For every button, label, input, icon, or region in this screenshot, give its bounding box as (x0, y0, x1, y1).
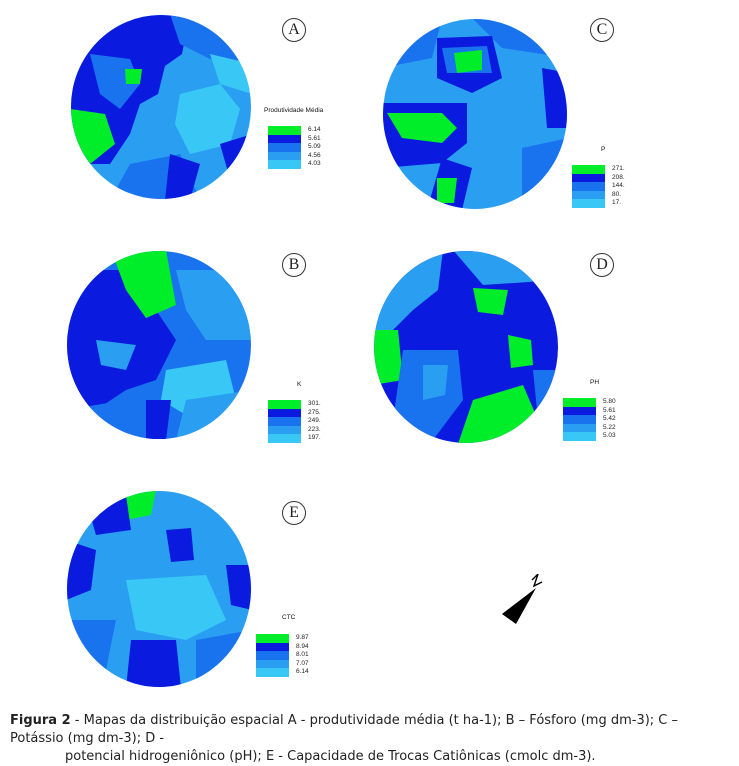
legend-value: 5.61 (308, 134, 321, 142)
legend-value: 6.14 (296, 668, 309, 676)
panel-label-c: C (590, 18, 614, 42)
panel-label-b: B (282, 253, 306, 277)
legend-swatch (563, 398, 596, 407)
map-c (383, 19, 567, 209)
legend-value: 80. (612, 190, 622, 198)
legend-value: 5.03 (603, 432, 616, 440)
legend-value: 144. (612, 182, 625, 190)
legend-swatch (256, 659, 289, 669)
legend-value: 6.14 (308, 126, 321, 133)
legend-title-c: P (601, 146, 606, 153)
legend-swatch (256, 642, 289, 652)
legend-value: 5.22 (603, 423, 616, 431)
caption-line-1: - Mapas da distribuição espacial A - pro… (10, 713, 679, 746)
legend-swatch (268, 417, 301, 426)
map-e (67, 491, 251, 687)
legend-swatch (572, 199, 605, 208)
legend-value: 301. (308, 400, 321, 407)
legend-swatch (572, 165, 605, 174)
legend-value: 9.87 (296, 634, 309, 641)
map-a (71, 15, 251, 199)
legend-value: 4.56 (308, 151, 321, 159)
legend-swatch (256, 668, 289, 677)
legend-swatch (268, 434, 301, 443)
legend-value: 271. (612, 165, 625, 172)
legend-value: 5.61 (603, 406, 616, 414)
panel-label-e: E (282, 501, 306, 525)
legend-swatch (572, 182, 605, 191)
legend-title-e: CTC (282, 614, 296, 621)
legend-title-d: PH (590, 379, 600, 386)
legend-swatch (563, 432, 596, 441)
legend-swatch (268, 400, 301, 409)
legend-value: 223. (308, 425, 321, 433)
legend-title-b: K (297, 381, 302, 388)
legend-swatch (572, 173, 605, 183)
legend-swatch (256, 634, 289, 643)
panel-label-a: A (282, 18, 306, 42)
north-arrow-label: N (530, 587, 531, 589)
legend-value: 5.09 (308, 143, 321, 151)
legend-swatch (268, 143, 301, 152)
legend-swatch (268, 425, 301, 435)
legend-swatch (268, 134, 301, 144)
legend-value: 8.01 (296, 651, 309, 659)
legend-swatch (268, 126, 301, 135)
legend-value: 197. (308, 434, 321, 442)
panel-label-d: D (590, 253, 614, 277)
legend-swatch (268, 151, 301, 161)
legend-value: 249. (308, 417, 321, 425)
legend-value: 5.80 (603, 398, 616, 405)
legend-swatch (256, 651, 289, 660)
north-arrow-icon: N (502, 574, 543, 624)
map-b (67, 251, 251, 439)
legend-swatch (572, 190, 605, 200)
legend-swatch (563, 406, 596, 416)
legend-value: 275. (308, 408, 321, 416)
legend-value: 4.03 (308, 160, 321, 168)
legend-value: 7.07 (296, 659, 309, 667)
legend-title-a: Produtividade Média (264, 107, 324, 114)
figure-caption: Figura 2 - Mapas da distribuição espacia… (10, 712, 734, 766)
map-d (374, 251, 558, 443)
legend-value: 17. (612, 199, 622, 207)
legend-swatch (563, 423, 596, 433)
legend-swatch (268, 160, 301, 169)
figure-label: Figura 2 (10, 713, 71, 728)
legend-swatch (268, 408, 301, 418)
legend-value: 208. (612, 173, 625, 181)
legend-value: 8.94 (296, 642, 309, 650)
legend-value: 5.42 (603, 415, 616, 423)
legend-swatch (563, 415, 596, 424)
